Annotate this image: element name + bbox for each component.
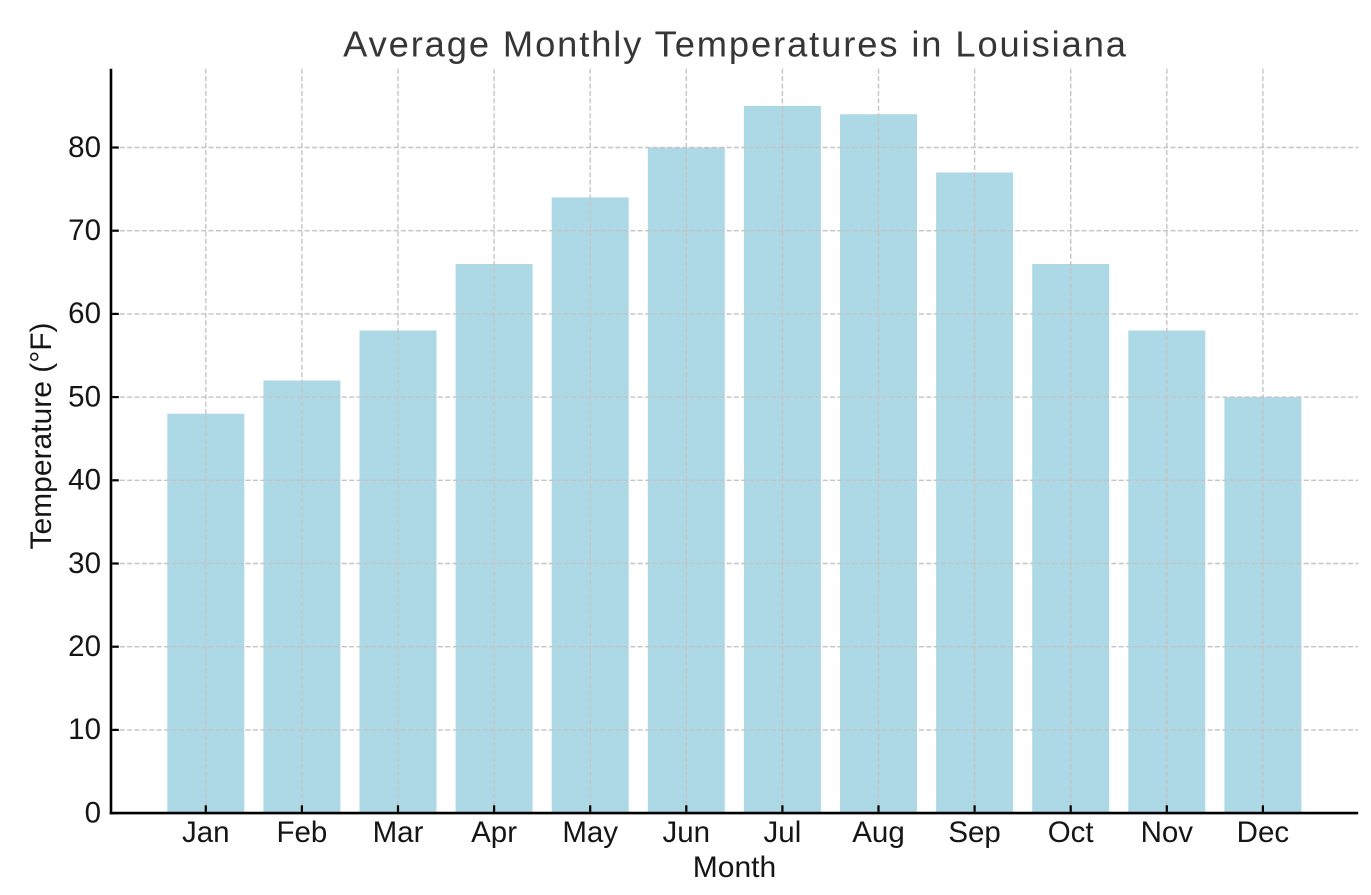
svg-text:0: 0 bbox=[85, 796, 101, 829]
svg-text:Jan: Jan bbox=[182, 816, 230, 849]
svg-text:Jun: Jun bbox=[663, 816, 711, 849]
svg-text:10: 10 bbox=[68, 713, 101, 746]
svg-text:50: 50 bbox=[68, 380, 101, 413]
svg-text:Jul: Jul bbox=[764, 816, 802, 849]
svg-text:70: 70 bbox=[68, 214, 101, 247]
svg-text:Dec: Dec bbox=[1237, 816, 1289, 849]
svg-text:Sep: Sep bbox=[948, 816, 1001, 849]
svg-text:Mar: Mar bbox=[373, 816, 424, 849]
svg-text:80: 80 bbox=[68, 131, 101, 164]
svg-text:40: 40 bbox=[68, 464, 101, 497]
svg-text:Aug: Aug bbox=[852, 816, 905, 849]
svg-text:Oct: Oct bbox=[1048, 816, 1094, 849]
svg-text:30: 30 bbox=[68, 547, 101, 580]
svg-text:May: May bbox=[562, 816, 618, 849]
svg-text:Nov: Nov bbox=[1141, 816, 1194, 849]
svg-text:Temperature (°F): Temperature (°F) bbox=[25, 322, 58, 549]
svg-text:Feb: Feb bbox=[276, 816, 327, 849]
svg-text:60: 60 bbox=[68, 297, 101, 330]
svg-text:Apr: Apr bbox=[471, 816, 517, 849]
svg-text:Average Monthly Temperatures i: Average Monthly Temperatures in Louisian… bbox=[343, 24, 1128, 65]
svg-text:Month: Month bbox=[693, 851, 776, 884]
svg-text:20: 20 bbox=[68, 630, 101, 663]
